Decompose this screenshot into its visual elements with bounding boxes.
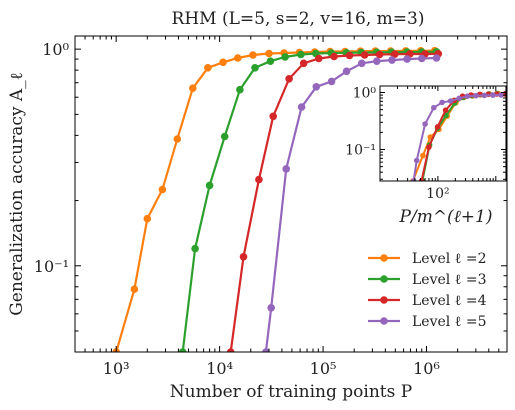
data-point <box>432 54 441 62</box>
data-point <box>312 83 321 91</box>
data-point <box>330 52 338 61</box>
inset-data-point <box>413 157 420 164</box>
data-point <box>173 135 182 143</box>
main-series-group <box>112 46 443 352</box>
x-tick-label: 10⁶ <box>413 359 440 378</box>
inset-data-point <box>439 99 445 106</box>
data-point <box>327 77 336 86</box>
legend-swatch-marker <box>380 254 388 262</box>
x-tick-label: 10⁵ <box>310 359 337 378</box>
legend-label: Level ℓ =3 <box>412 272 487 288</box>
x-tick-label: 10⁴ <box>206 359 233 378</box>
main-axis-ticks: 10³ 10⁴ 10⁵ 10⁶ 10⁻¹ 10⁰ <box>34 36 508 378</box>
inset-data-point <box>422 121 428 127</box>
data-point <box>255 175 263 184</box>
data-point <box>130 285 139 294</box>
data-point <box>143 214 152 223</box>
data-point <box>239 252 248 261</box>
inset-plot-frame <box>379 85 507 182</box>
data-point <box>205 181 214 190</box>
data-point <box>360 51 369 59</box>
data-point <box>204 64 212 72</box>
inset-x-axis-label: P/m^(ℓ+1) <box>399 207 493 227</box>
inset-data-point <box>473 92 479 99</box>
data-point <box>403 55 411 63</box>
inset-data-point <box>498 92 504 98</box>
inset-axis-ticks: 10² 10⁻¹ 10⁰ <box>345 85 506 202</box>
data-point <box>281 53 289 61</box>
data-point <box>285 75 293 83</box>
data-point <box>234 54 242 62</box>
data-point <box>373 57 381 65</box>
legend-label: Level ℓ =5 <box>412 314 487 330</box>
data-point <box>262 348 270 352</box>
inset-series-group <box>410 90 506 181</box>
series-line-level-2 <box>115 49 435 352</box>
data-point <box>158 185 167 194</box>
data-point <box>297 103 306 111</box>
legend-swatch-marker <box>380 296 388 304</box>
data-point <box>249 51 257 59</box>
inset-data-point <box>481 92 488 99</box>
chart-title: RHM (L=5, s=2, v=16, m=3) <box>172 9 425 29</box>
inset-x-tick-label: 10² <box>426 186 449 202</box>
inset-data-point <box>456 95 462 102</box>
inset-data-point <box>434 124 441 130</box>
inset-y-tick-label: 10⁰ <box>353 85 377 101</box>
y-axis-label: Generalization accuracy A_ℓ <box>7 72 27 316</box>
inset-data-point <box>490 92 496 98</box>
data-point <box>191 244 199 253</box>
main-plot-frame <box>74 35 508 353</box>
data-point <box>388 56 396 64</box>
data-point <box>299 59 308 68</box>
inset-data-point <box>464 93 471 99</box>
data-point <box>226 348 235 352</box>
inset-y-tick-label: 10⁻¹ <box>345 142 376 158</box>
data-point <box>375 50 384 59</box>
inset-data-point <box>420 152 426 159</box>
data-point <box>189 84 197 92</box>
x-axis-label: Number of training points P <box>170 382 412 402</box>
inset-data-point <box>431 104 437 111</box>
data-point <box>265 49 273 58</box>
data-point <box>267 304 276 312</box>
legend-swatch-marker <box>380 275 388 283</box>
data-point <box>219 58 227 67</box>
data-point <box>266 57 275 65</box>
legend: Level ℓ =2 Level ℓ =3 Level ℓ =4 Level ℓ =5 <box>368 251 487 330</box>
inset-data-point <box>447 98 454 104</box>
data-point <box>342 67 351 76</box>
legend-swatch-marker <box>380 317 388 325</box>
data-point <box>282 165 291 173</box>
y-tick-label: 10⁰ <box>42 40 69 59</box>
y-tick-label: 10⁻¹ <box>34 257 69 276</box>
data-point <box>418 54 426 63</box>
data-point <box>345 51 354 60</box>
x-tick-label: 10³ <box>103 359 130 378</box>
data-point <box>178 348 187 352</box>
data-point <box>220 132 229 141</box>
data-point <box>315 54 323 63</box>
legend-label: Level ℓ =2 <box>412 251 487 267</box>
data-point <box>251 64 259 72</box>
data-point <box>358 59 366 68</box>
data-point <box>390 50 399 58</box>
data-point <box>236 85 244 94</box>
data-point <box>297 50 305 59</box>
inset-data-point <box>442 107 449 113</box>
data-point <box>269 112 278 121</box>
legend-label: Level ℓ =4 <box>412 293 487 309</box>
inset-data-point <box>426 144 432 150</box>
